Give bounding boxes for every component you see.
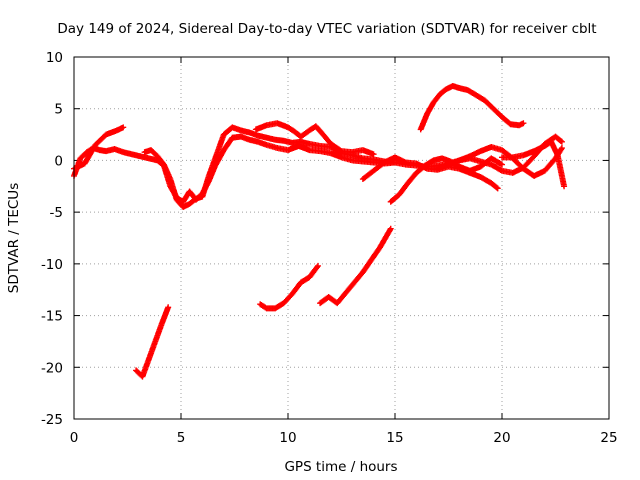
y-tick-label: -20 xyxy=(41,360,63,376)
x-tick-label: 10 xyxy=(279,430,296,446)
data-markers xyxy=(317,225,394,307)
data-markers xyxy=(257,262,321,312)
x-tick-label: 25 xyxy=(600,430,617,446)
y-axis-label: SDTVAR / TECUs xyxy=(6,183,22,293)
x-tick-label: 20 xyxy=(493,430,510,446)
x-tick-label: 15 xyxy=(386,430,403,446)
x-tick-label: 0 xyxy=(70,430,79,446)
data-markers xyxy=(417,82,527,133)
y-tick-label: 5 xyxy=(54,102,63,118)
y-tick-label: 0 xyxy=(54,153,63,169)
series-arc-4 xyxy=(252,120,377,158)
y-tick-label: -10 xyxy=(41,257,63,273)
data-markers xyxy=(387,155,505,205)
y-tick-label: -5 xyxy=(50,205,63,221)
series-arc-10 xyxy=(133,304,172,380)
series-arc-11 xyxy=(257,262,321,312)
series-arc-7 xyxy=(417,82,527,133)
plot-frame xyxy=(73,56,610,420)
data-markers xyxy=(499,138,568,190)
series-arc-6 xyxy=(387,155,505,205)
data-markers xyxy=(133,304,172,380)
x-axis-label: GPS time / hours xyxy=(284,459,397,475)
series-arc-12 xyxy=(317,225,394,307)
y-tick-label: 10 xyxy=(46,50,63,66)
y-tick-label: -25 xyxy=(41,412,63,428)
data-markers xyxy=(252,120,377,158)
data-points xyxy=(71,82,568,380)
series-arc-9 xyxy=(499,138,568,190)
x-tick-label: 5 xyxy=(177,430,186,446)
y-tick-label: -15 xyxy=(41,309,63,325)
chart-title: Day 149 of 2024, Sidereal Day-to-day VTE… xyxy=(57,21,596,37)
